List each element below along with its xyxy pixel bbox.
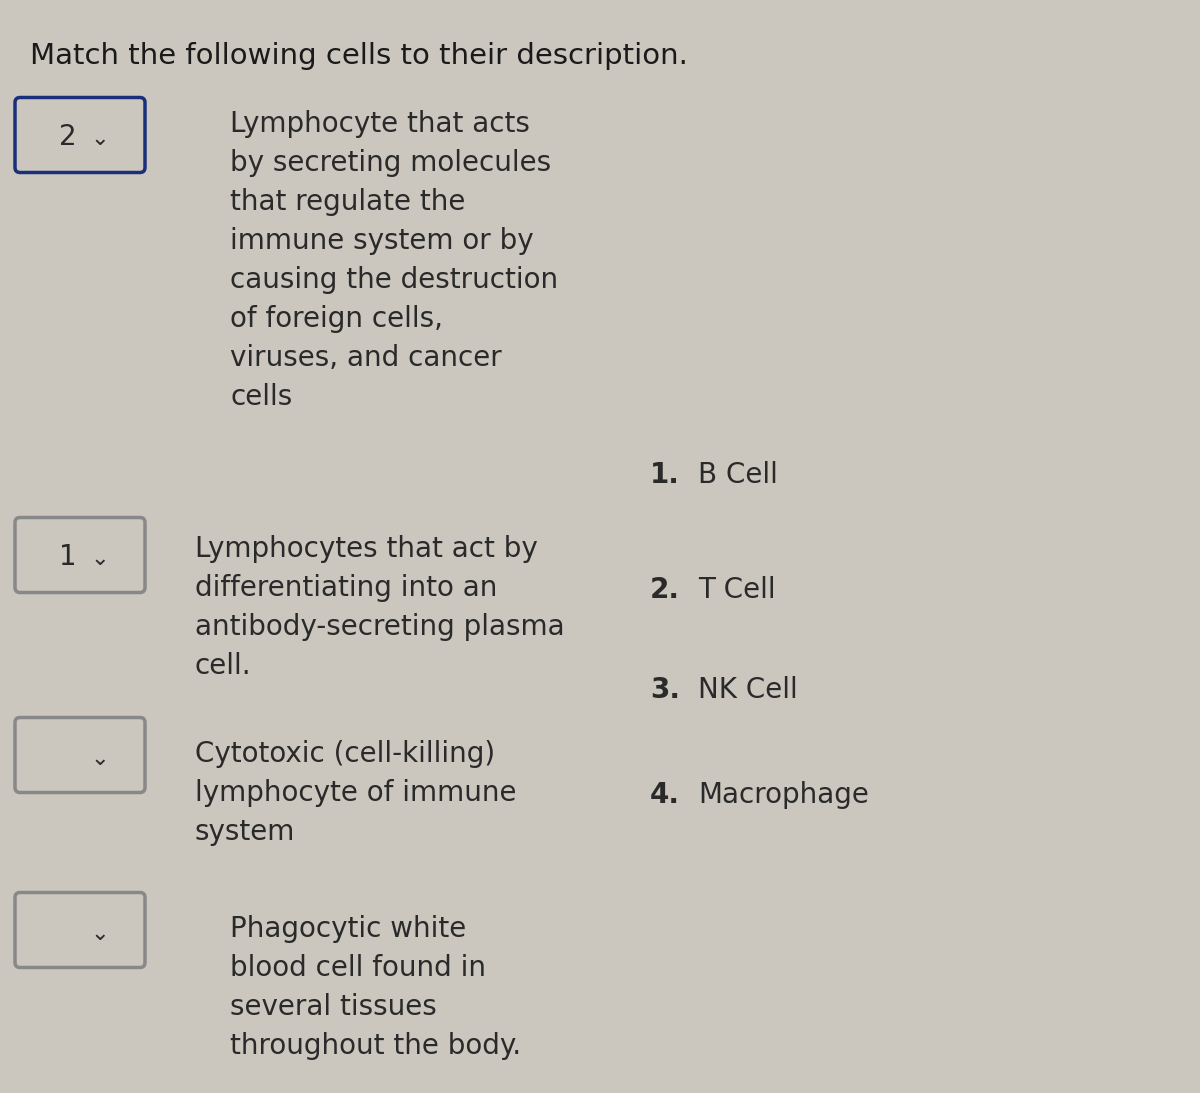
Text: Lymphocyte that acts
by secreting molecules
that regulate the
immune system or b: Lymphocyte that acts by secreting molecu…	[230, 110, 558, 411]
FancyBboxPatch shape	[14, 97, 145, 173]
Text: ⌄: ⌄	[91, 549, 109, 569]
Text: ⌄: ⌄	[91, 924, 109, 944]
Text: Phagocytic white
blood cell found in
several tissues
throughout the body.: Phagocytic white blood cell found in sev…	[230, 915, 521, 1060]
Text: NK Cell: NK Cell	[698, 675, 798, 704]
Text: ⌄: ⌄	[91, 129, 109, 149]
Text: 1: 1	[59, 543, 77, 571]
Text: Match the following cells to their description.: Match the following cells to their descr…	[30, 42, 688, 70]
FancyBboxPatch shape	[14, 893, 145, 967]
Text: T Cell: T Cell	[698, 576, 775, 604]
Text: 3.: 3.	[650, 675, 680, 704]
FancyBboxPatch shape	[14, 517, 145, 592]
Text: ⌄: ⌄	[91, 749, 109, 769]
Text: 1.: 1.	[650, 461, 680, 489]
Text: Cytotoxic (cell-killing)
lymphocyte of immune
system: Cytotoxic (cell-killing) lymphocyte of i…	[194, 740, 516, 846]
Text: Macrophage: Macrophage	[698, 781, 869, 809]
Text: Lymphocytes that act by
differentiating into an
antibody-secreting plasma
cell.: Lymphocytes that act by differentiating …	[194, 534, 565, 680]
Text: 2.: 2.	[650, 576, 680, 604]
Text: B Cell: B Cell	[698, 461, 778, 489]
Text: 2: 2	[59, 124, 77, 151]
FancyBboxPatch shape	[14, 717, 145, 792]
Text: 4.: 4.	[650, 781, 680, 809]
